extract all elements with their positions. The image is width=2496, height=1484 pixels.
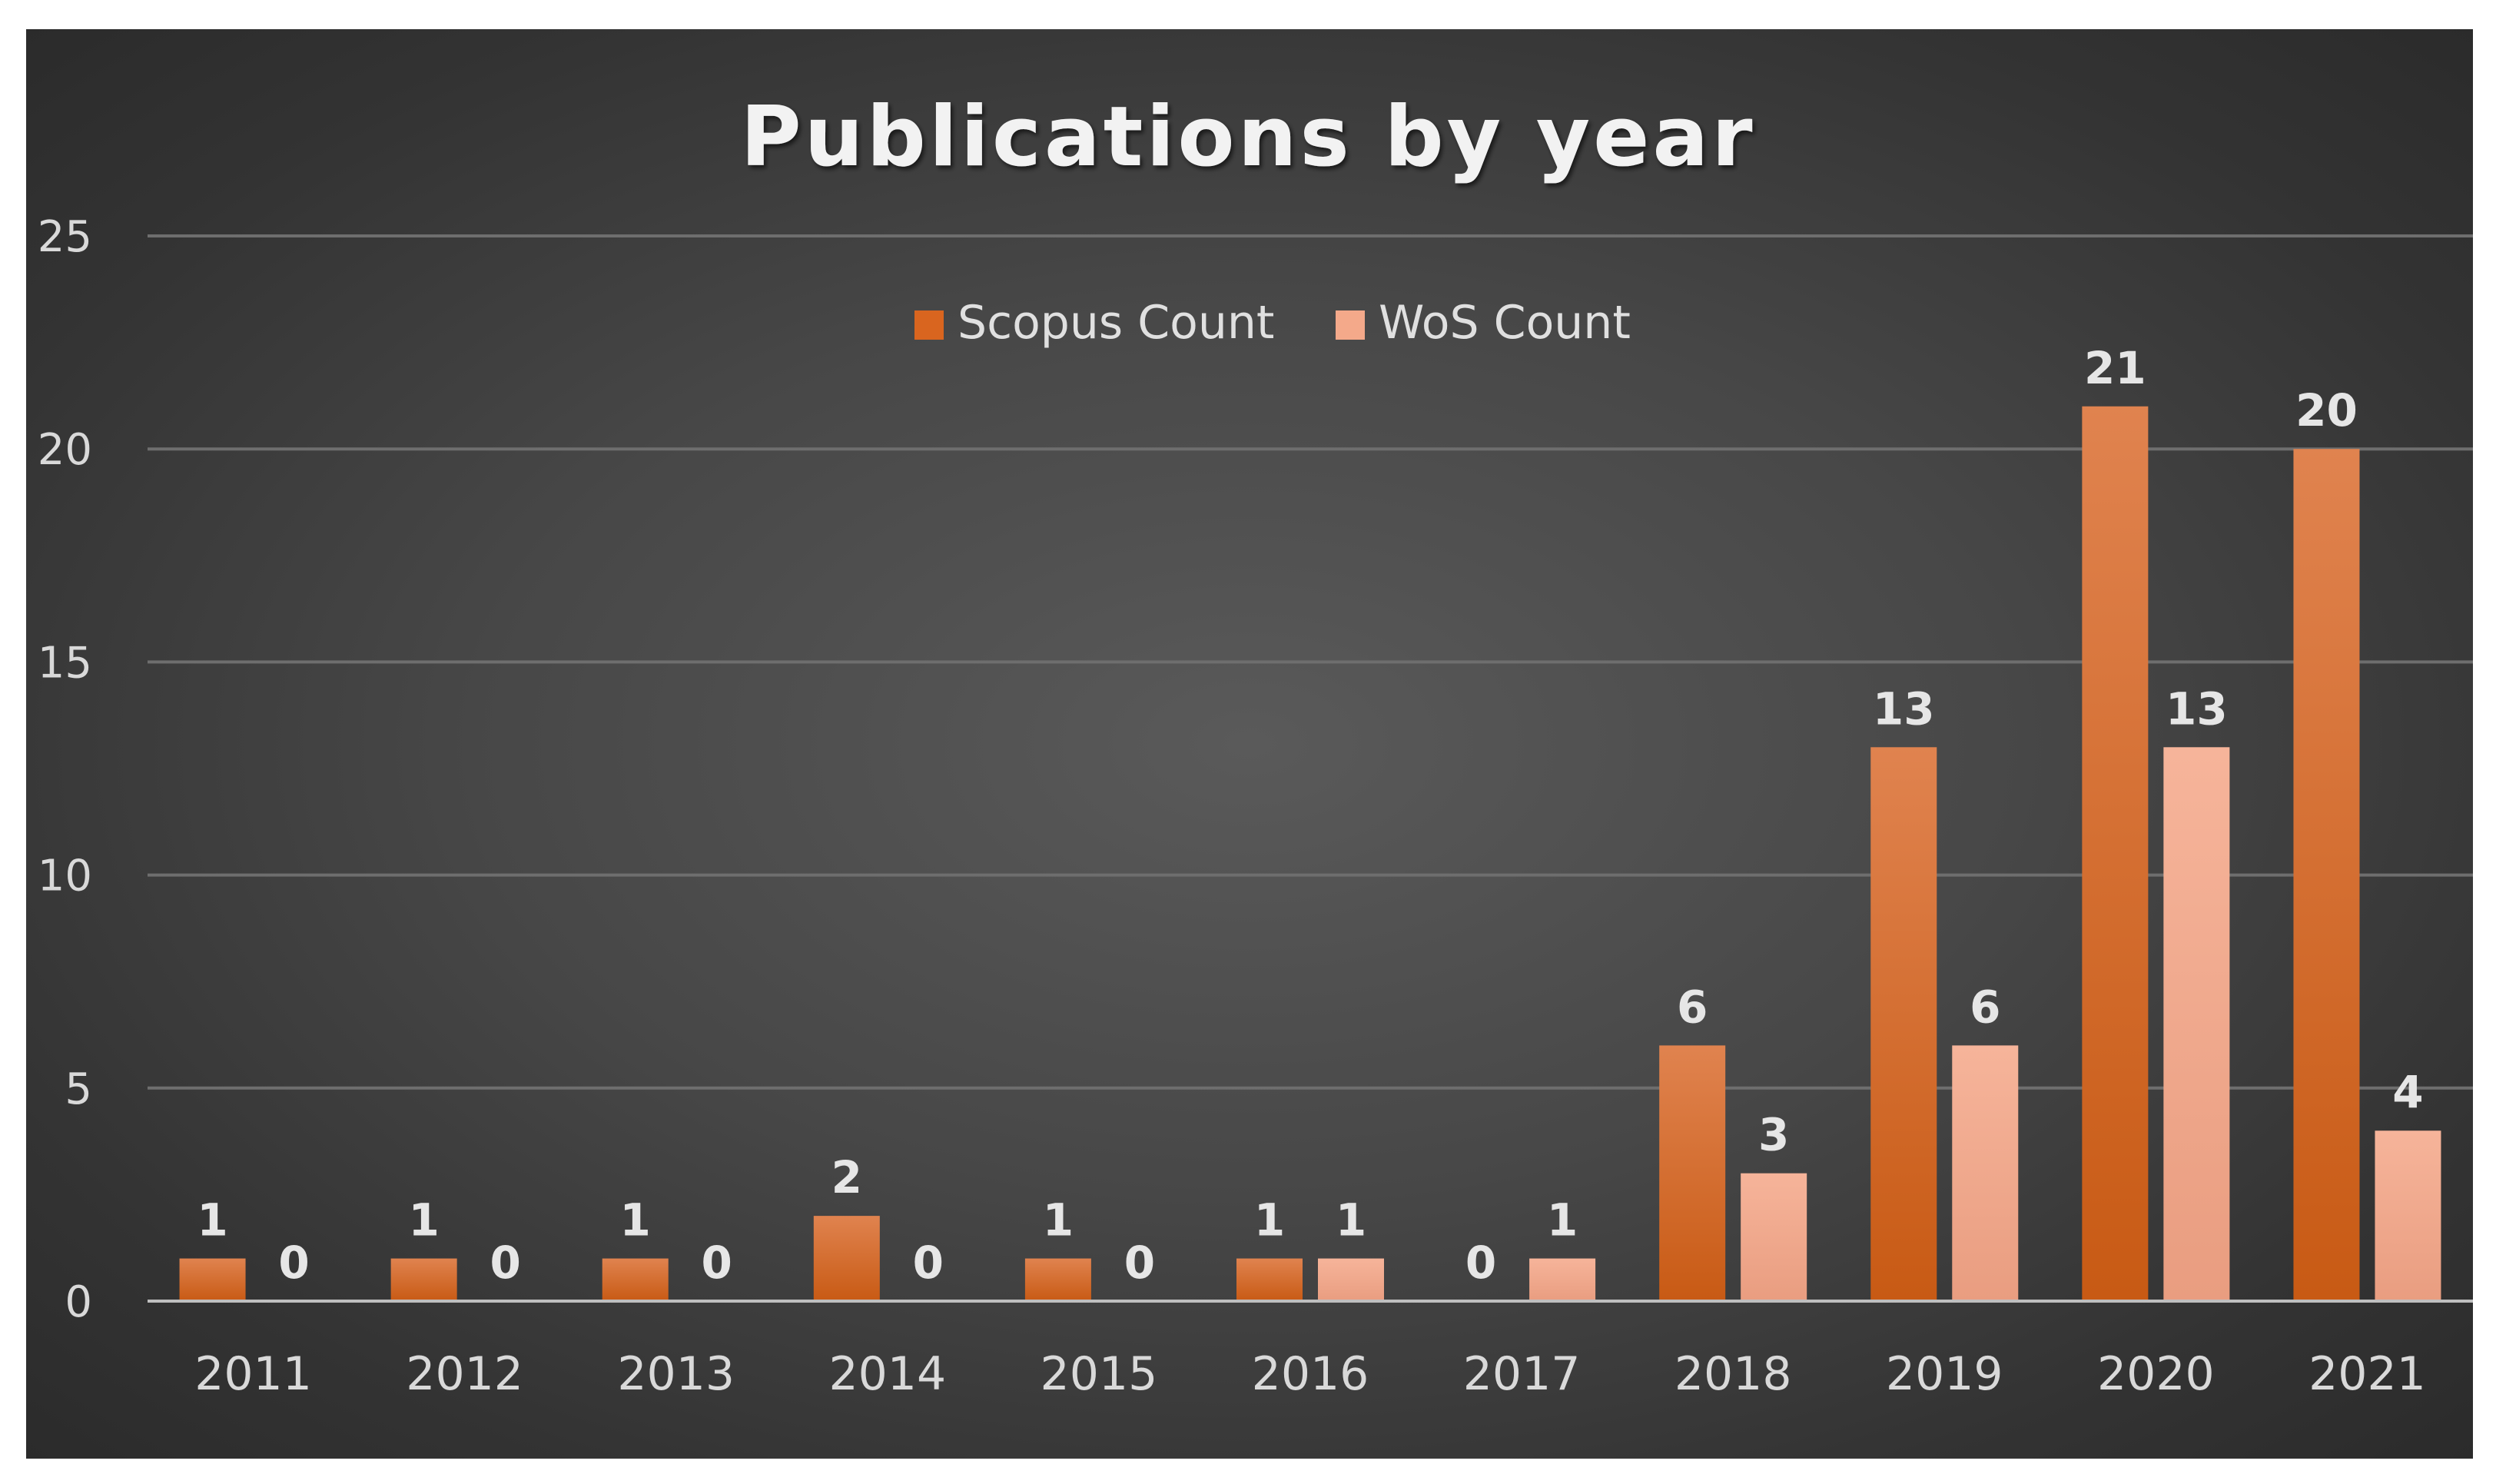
chart-title: Publications by year <box>741 89 1756 185</box>
data-label-scopus-2013: 1 <box>620 1194 651 1247</box>
data-label-wos-2015: 0 <box>1124 1237 1155 1289</box>
data-label-scopus-2019: 13 <box>1873 682 1935 735</box>
bar-wos-2016 <box>1318 1258 1384 1301</box>
data-label-scopus-2018: 6 <box>1677 981 1708 1033</box>
data-label-wos-2021: 4 <box>2392 1066 2423 1118</box>
bar-scopus-2019 <box>1870 747 1937 1301</box>
data-label-wos-2013: 0 <box>702 1237 732 1289</box>
data-label-scopus-2015: 1 <box>1043 1194 1074 1247</box>
data-label-wos-2017: 1 <box>1547 1194 1578 1247</box>
x-tick-label: 2013 <box>617 1347 735 1401</box>
y-tick-label: 20 <box>38 425 92 475</box>
bar-scopus-2020 <box>2082 406 2149 1301</box>
data-label-scopus-2014: 2 <box>831 1151 862 1203</box>
x-tick-label: 2019 <box>1886 1347 2003 1401</box>
data-label-wos-2016: 1 <box>1336 1194 1366 1247</box>
data-label-scopus-2017: 0 <box>1465 1237 1496 1289</box>
data-label-wos-2012: 0 <box>490 1237 520 1289</box>
data-label-wos-2014: 0 <box>913 1237 944 1289</box>
bar-scopus-2014 <box>813 1216 880 1301</box>
x-tick-label: 2018 <box>1675 1347 1792 1401</box>
bar-scopus-2016 <box>1236 1258 1303 1301</box>
x-tick-label: 2011 <box>194 1347 312 1401</box>
legend-label-scopus: Scopus Count <box>958 296 1274 350</box>
data-label-scopus-2021: 20 <box>2295 384 2358 437</box>
data-label-scopus-2020: 21 <box>2084 342 2146 394</box>
x-tick-label: 2014 <box>828 1347 946 1401</box>
bar-scopus-2012 <box>390 1258 457 1301</box>
bars <box>179 406 2441 1302</box>
data-label-wos-2018: 3 <box>1758 1109 1789 1161</box>
data-label-wos-2020: 13 <box>2166 682 2228 735</box>
legend-label-wos: WoS Count <box>1379 296 1631 350</box>
bar-scopus-2011 <box>179 1258 246 1301</box>
y-tick-label: 0 <box>65 1277 92 1327</box>
bar-scopus-2021 <box>2293 449 2360 1302</box>
legend-swatch-wos <box>1336 310 1365 340</box>
data-label-scopus-2011: 1 <box>197 1194 227 1247</box>
x-axis-ticks: 2011 2012 2013 2014 2015 2016 2017 2018 2019 2020… <box>194 1347 2426 1401</box>
bar-wos-2020 <box>2163 747 2230 1301</box>
x-tick-label: 2017 <box>1463 1347 1581 1401</box>
data-label-wos-2011: 0 <box>278 1237 309 1289</box>
bar-scopus-2015 <box>1024 1258 1091 1301</box>
legend: Scopus Count WoS Count <box>914 296 1631 350</box>
chart-background <box>26 29 2473 1459</box>
bar-wos-2019 <box>1952 1045 2019 1301</box>
x-tick-label: 2012 <box>406 1347 523 1401</box>
data-label-scopus-2016: 1 <box>1254 1194 1285 1247</box>
bar-wos-2021 <box>2375 1130 2441 1301</box>
bar-wos-2017 <box>1529 1258 1596 1301</box>
x-tick-label: 2020 <box>2097 1347 2215 1401</box>
x-tick-label: 2021 <box>2308 1347 2426 1401</box>
x-tick-label: 2015 <box>1041 1347 1158 1401</box>
bar-scopus-2013 <box>602 1258 669 1301</box>
y-axis-ticks: 0 5 10 15 20 25 <box>38 212 92 1327</box>
bar-scopus-2018 <box>1659 1045 1726 1301</box>
y-tick-label: 15 <box>38 638 92 688</box>
data-label-scopus-2012: 1 <box>408 1194 439 1247</box>
y-tick-label: 5 <box>65 1064 92 1114</box>
y-tick-label: 25 <box>38 212 92 262</box>
x-tick-label: 2016 <box>1252 1347 1369 1401</box>
bar-wos-2018 <box>1741 1173 1807 1301</box>
legend-swatch-scopus <box>914 310 944 340</box>
data-label-wos-2019: 6 <box>1970 981 2000 1033</box>
y-tick-label: 10 <box>38 852 92 901</box>
